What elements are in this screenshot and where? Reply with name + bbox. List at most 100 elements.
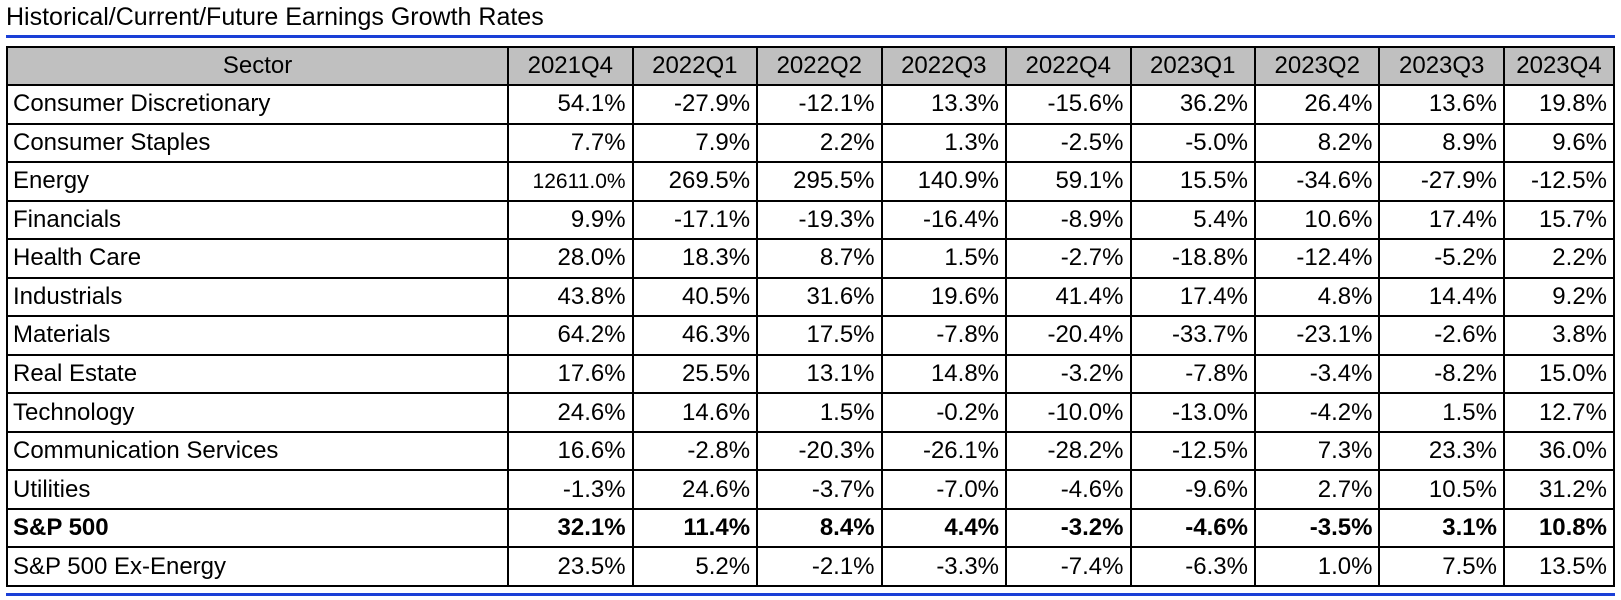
- growth-cell: 269.5%: [631, 161, 759, 202]
- growth-cell: -8.2%: [1378, 353, 1505, 395]
- growth-cell: -8.9%: [1005, 199, 1132, 241]
- table-row: Communication Services 16.6% -2.8% -20.3% -2…: [5, 430, 1616, 472]
- growth-cell: 5.4%: [1129, 199, 1256, 241]
- sector-label: Consumer Staples: [5, 122, 510, 164]
- growth-cell: -18.8%: [1129, 238, 1256, 279]
- sector-label: Real Estate: [5, 353, 510, 395]
- column-header-2023q1: 2023Q1: [1129, 46, 1256, 86]
- table-row: S&P 500 32.1% 11.4% 8.4% 4.4% -3.2% -4.6% -3.5%…: [5, 507, 1616, 549]
- growth-cell: 17.5%: [756, 315, 883, 356]
- growth-cell: -7.8%: [880, 315, 1008, 356]
- growth-cell: 32.1%: [507, 507, 634, 549]
- sector-label: Technology: [5, 392, 510, 433]
- growth-cell: -4.6%: [1129, 507, 1256, 549]
- growth-cell: -6.3%: [1129, 546, 1256, 587]
- growth-cell: 11.4%: [631, 507, 759, 549]
- growth-cell: -5.0%: [1129, 122, 1256, 164]
- growth-cell: -20.4%: [1005, 315, 1132, 356]
- table-row: Energy 12611.0% 269.5% 295.5% 140.9% 59.1% 15.…: [5, 161, 1616, 202]
- growth-cell: 19.6%: [880, 276, 1008, 318]
- table-title: Historical/Current/Future Earnings Growt…: [6, 3, 544, 31]
- column-header-2023q4: 2023Q4: [1502, 46, 1616, 86]
- growth-cell: 18.3%: [631, 238, 759, 279]
- growth-cell: -2.6%: [1378, 315, 1505, 356]
- table-row: Materials 64.2% 46.3% 17.5% -7.8% -20.4% -33.7…: [5, 315, 1616, 356]
- growth-cell: 13.3%: [880, 84, 1008, 125]
- growth-cell: 25.5%: [631, 353, 759, 395]
- growth-cell: 23.3%: [1378, 430, 1505, 472]
- growth-cell: -1.3%: [507, 469, 634, 510]
- column-header-sector: Sector: [5, 46, 510, 86]
- growth-cell: -7.4%: [1005, 546, 1132, 587]
- growth-cell: -23.1%: [1253, 315, 1381, 356]
- growth-cell: -2.7%: [1005, 238, 1132, 279]
- growth-cell: 14.4%: [1378, 276, 1505, 318]
- growth-cell: -3.2%: [1005, 507, 1132, 549]
- growth-cell: 4.8%: [1253, 276, 1381, 318]
- growth-cell: -26.1%: [880, 430, 1008, 472]
- growth-cell: 9.2%: [1502, 276, 1616, 318]
- column-header-2023q2: 2023Q2: [1253, 46, 1381, 86]
- sector-label: Utilities: [5, 469, 510, 510]
- growth-cell: -7.0%: [880, 469, 1008, 510]
- growth-cell: 15.0%: [1502, 353, 1616, 395]
- growth-cell: 10.5%: [1378, 469, 1505, 510]
- growth-cell: 36.2%: [1129, 84, 1256, 125]
- growth-cell: 8.7%: [756, 238, 883, 279]
- table-row: Technology 24.6% 14.6% 1.5% -0.2% -10.0% -13.0…: [5, 392, 1616, 433]
- growth-cell: 7.9%: [631, 122, 759, 164]
- growth-cell: 1.0%: [1253, 546, 1381, 587]
- growth-cell: -19.3%: [756, 199, 883, 241]
- growth-cell: -9.6%: [1129, 469, 1256, 510]
- growth-cell: -4.6%: [1005, 469, 1132, 510]
- table-row: Consumer Discretionary 54.1% -27.9% -12.1% 1…: [5, 84, 1616, 125]
- sector-label: Materials: [5, 315, 510, 356]
- growth-cell: 10.6%: [1253, 199, 1381, 241]
- growth-cell: -10.0%: [1005, 392, 1132, 433]
- growth-cell: 24.6%: [631, 469, 759, 510]
- growth-cell: 2.7%: [1253, 469, 1381, 510]
- growth-cell: -34.6%: [1253, 161, 1381, 202]
- growth-cell: -4.2%: [1253, 392, 1381, 433]
- sector-label: Energy: [5, 161, 510, 202]
- growth-cell: -33.7%: [1129, 315, 1256, 356]
- growth-cell: -12.1%: [756, 84, 883, 125]
- growth-cell: 1.5%: [1378, 392, 1505, 433]
- table-row: Financials 9.9% -17.1% -19.3% -16.4% -8.9% 5.4…: [5, 199, 1616, 241]
- growth-cell: -2.8%: [631, 430, 759, 472]
- growth-cell: 24.6%: [507, 392, 634, 433]
- growth-cell: -16.4%: [880, 199, 1008, 241]
- sector-label: Consumer Discretionary: [5, 84, 510, 125]
- growth-cell: -5.2%: [1378, 238, 1505, 279]
- table-body: Consumer Discretionary 54.1% -27.9% -12.1% 1…: [5, 84, 1616, 587]
- growth-cell: 17.6%: [507, 353, 634, 395]
- growth-cell: 12611.0%: [507, 161, 634, 202]
- sector-label: Communication Services: [5, 430, 510, 472]
- column-header-2021q4: 2021Q4: [507, 46, 634, 86]
- growth-cell: -3.2%: [1005, 353, 1132, 395]
- growth-cell: 4.4%: [880, 507, 1008, 549]
- column-header-2022q1: 2022Q1: [631, 46, 759, 86]
- table-row: S&P 500 Ex-Energy 23.5% 5.2% -2.1% -3.3% -7.4…: [5, 546, 1616, 587]
- growth-cell: 1.5%: [880, 238, 1008, 279]
- growth-cell: 1.3%: [880, 122, 1008, 164]
- growth-cell: 3.1%: [1378, 507, 1505, 549]
- growth-cell: 46.3%: [631, 315, 759, 356]
- growth-cell: 2.2%: [1502, 238, 1616, 279]
- growth-cell: -27.9%: [1378, 161, 1505, 202]
- sector-label: S&P 500 Ex-Energy: [5, 546, 510, 587]
- earnings-growth-table: Sector 2021Q4 2022Q1 2022Q2 2022Q3 2022Q4 2023…: [5, 46, 1616, 587]
- bottom-rule: [6, 593, 1615, 596]
- growth-cell: 13.5%: [1502, 546, 1616, 587]
- growth-cell: 140.9%: [880, 161, 1008, 202]
- growth-cell: -12.5%: [1129, 430, 1256, 472]
- growth-cell: -7.8%: [1129, 353, 1256, 395]
- sector-label: Financials: [5, 199, 510, 241]
- column-header-2022q3: 2022Q3: [880, 46, 1008, 86]
- growth-cell: 26.4%: [1253, 84, 1381, 125]
- growth-cell: 31.6%: [756, 276, 883, 318]
- growth-cell: -3.3%: [880, 546, 1008, 587]
- growth-cell: -3.5%: [1253, 507, 1381, 549]
- growth-cell: 28.0%: [507, 238, 634, 279]
- growth-cell: 9.9%: [507, 199, 634, 241]
